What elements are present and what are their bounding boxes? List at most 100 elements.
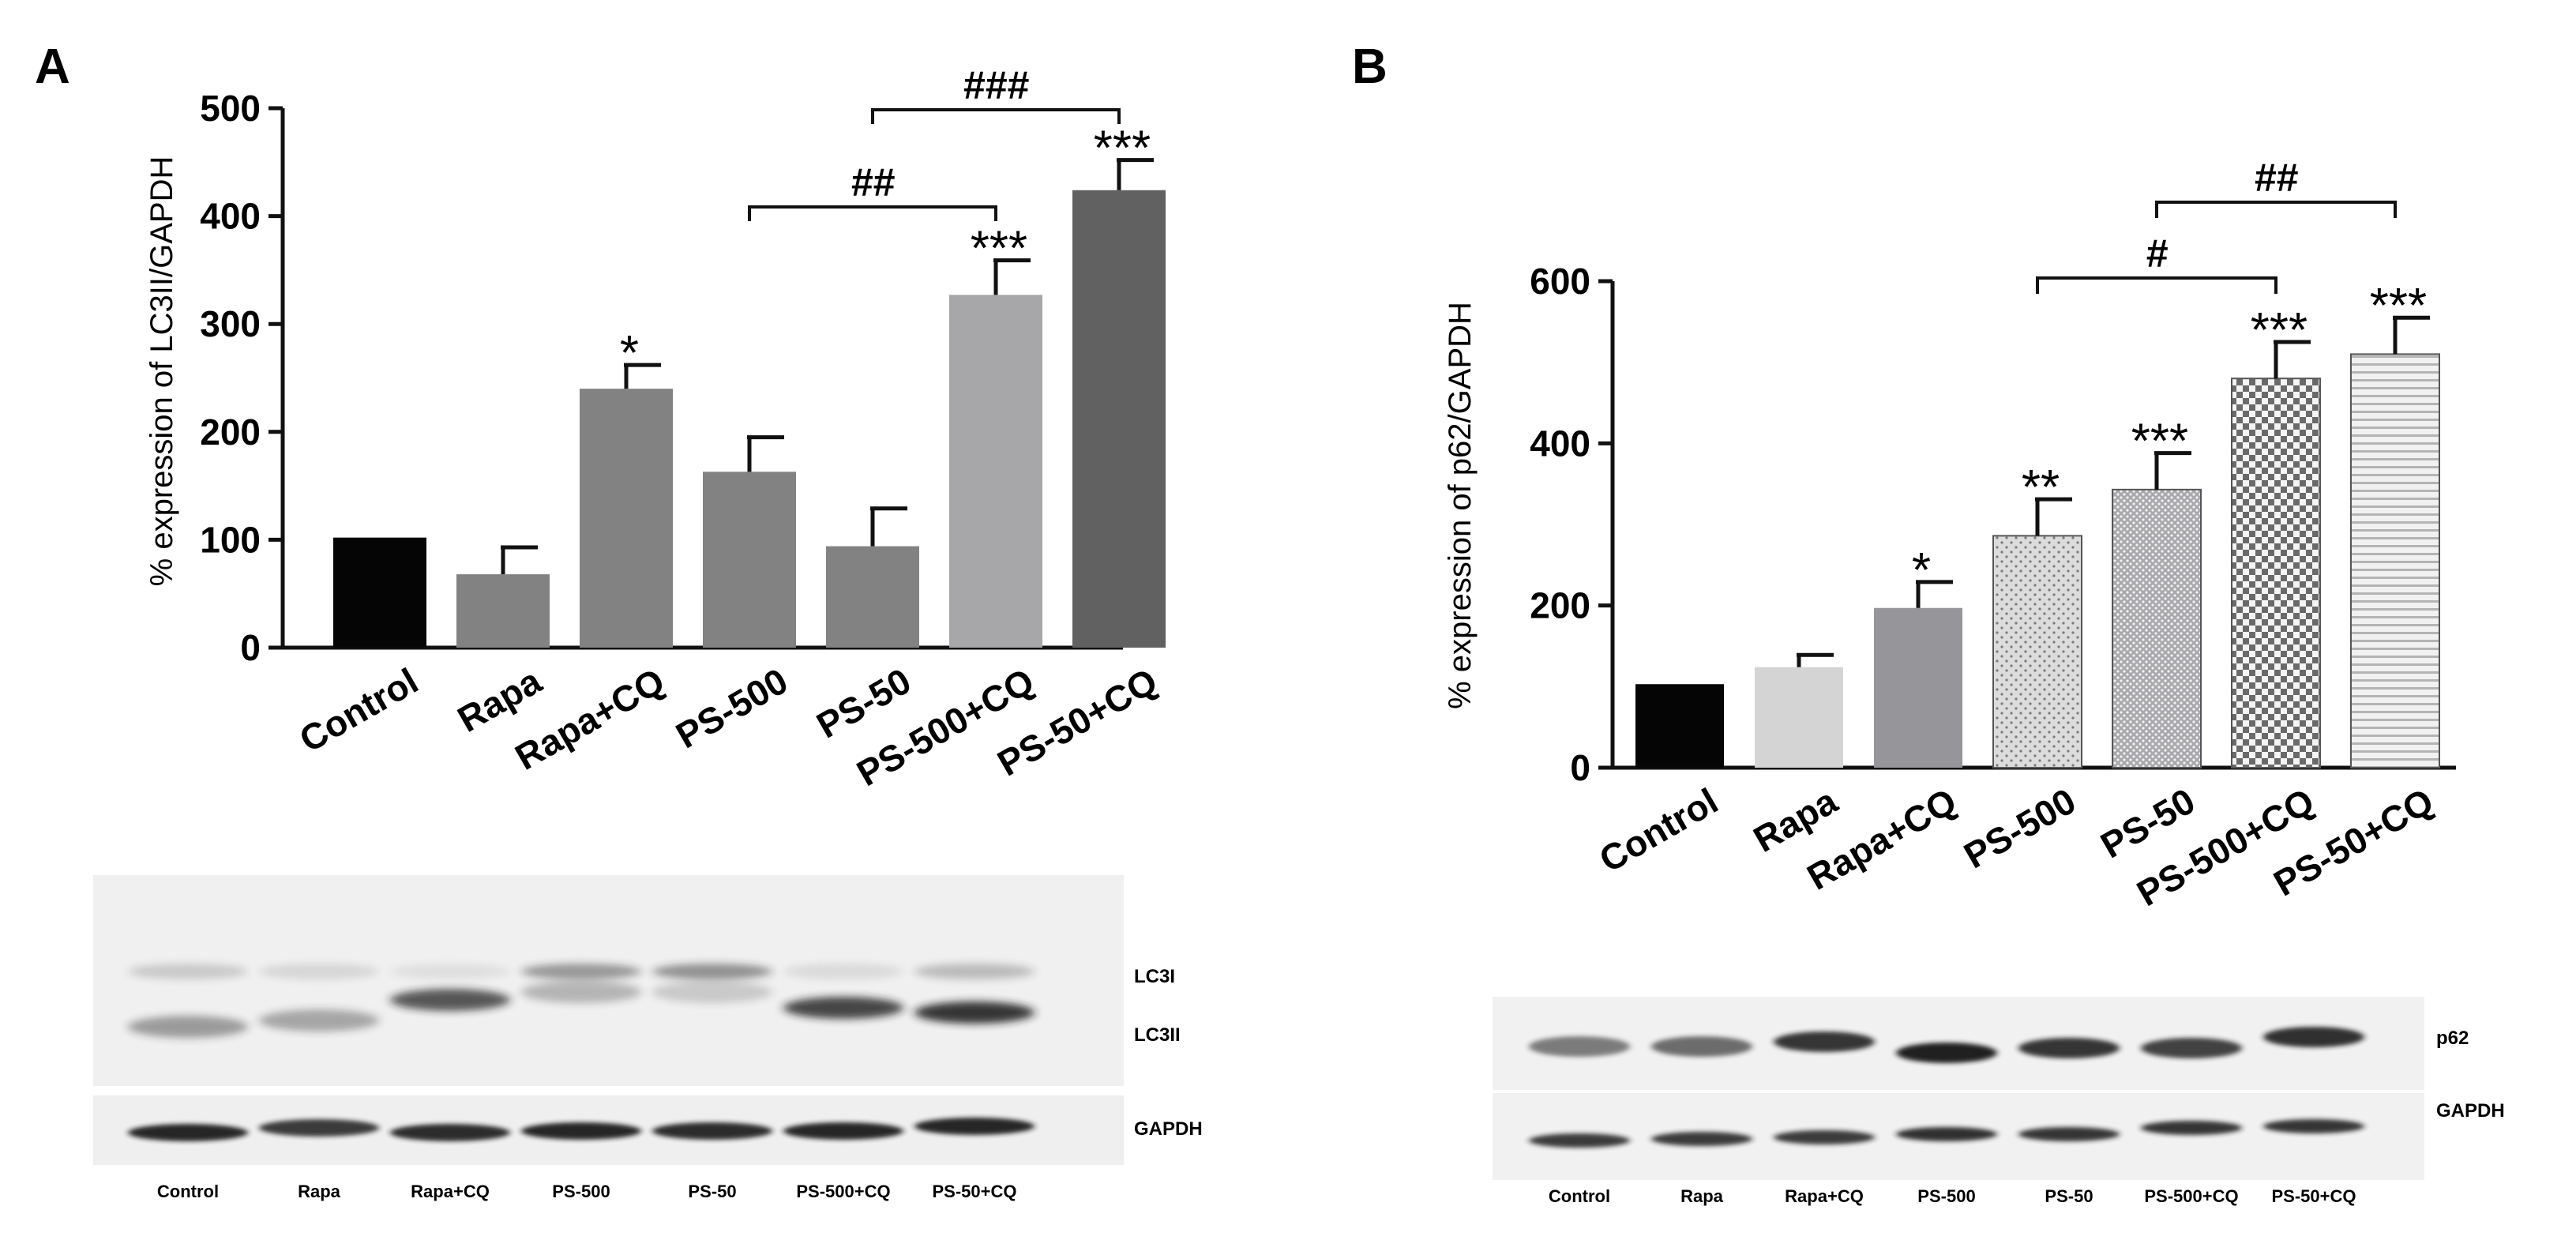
band-label-gapdh-a: GAPDH bbox=[1134, 1118, 1203, 1140]
blot-lane-label: PS-500+CQ bbox=[2144, 1186, 2238, 1206]
bar-control bbox=[1635, 684, 1724, 768]
blot-lane-label: Rapa bbox=[1680, 1186, 1724, 1206]
bar-ps-50-cq bbox=[2350, 353, 2440, 768]
band-lc3ii bbox=[128, 1016, 248, 1038]
band-p62 bbox=[2018, 1038, 2120, 1058]
blot-lane-label: PS-50 bbox=[688, 1182, 736, 1201]
y-tick-label: 500 bbox=[200, 88, 261, 129]
band-lc3i bbox=[783, 964, 903, 979]
band-gapdh bbox=[259, 1119, 379, 1137]
band-p62 bbox=[1651, 1036, 1752, 1057]
comparison-marker: ## bbox=[851, 160, 895, 205]
band-label-lc3ii: LC3II bbox=[1134, 1024, 1181, 1046]
band-gapdh bbox=[652, 1122, 772, 1140]
blot-lane-label: PS-50+CQ bbox=[2272, 1186, 2356, 1206]
band-gapdh bbox=[128, 1124, 248, 1141]
bar-ps-500-cq bbox=[2231, 378, 2321, 768]
significance-stars: *** bbox=[2370, 279, 2427, 333]
band-gapdh bbox=[914, 1118, 1035, 1135]
y-axis-label-b: % expression of p62/GAPDH bbox=[1443, 302, 1478, 709]
bar-ps-500 bbox=[1992, 535, 2082, 769]
bar-ps-500-cq bbox=[949, 295, 1042, 648]
band-lc3i bbox=[652, 964, 772, 979]
significance-stars: *** bbox=[1094, 122, 1151, 176]
x-tick-label: Control bbox=[1592, 780, 1725, 881]
band-lc3i bbox=[259, 964, 379, 979]
band-lc3ii bbox=[914, 1001, 1035, 1024]
significance-stars: *** bbox=[971, 222, 1027, 276]
significance-stars: *** bbox=[2131, 415, 2188, 469]
band-lc3i bbox=[128, 964, 248, 979]
band-gapdh bbox=[390, 1124, 510, 1141]
y-tick-label: 0 bbox=[240, 627, 261, 668]
y-tick-label: 200 bbox=[1530, 585, 1590, 626]
band-gapdh bbox=[783, 1122, 903, 1140]
band-p62 bbox=[2141, 1038, 2242, 1058]
significance-stars: *** bbox=[2251, 303, 2308, 358]
chart-panel-a: % expression of LC3II/GAPDH 0 100 200 300 40… bbox=[145, 63, 1166, 794]
band-gapdh bbox=[1529, 1133, 1630, 1148]
band-gapdh bbox=[2263, 1119, 2364, 1133]
blot-lane-label: PS-500 bbox=[1917, 1186, 1975, 1206]
comparison-marker: ## bbox=[2254, 156, 2298, 200]
comparison-bracket bbox=[871, 108, 1121, 124]
band-lc3ii bbox=[390, 989, 510, 1011]
x-tick-label: PS-500 bbox=[1957, 780, 2082, 877]
y-tick-label: 600 bbox=[1530, 261, 1590, 302]
band-p62 bbox=[1529, 1036, 1630, 1057]
y-tick-label: 400 bbox=[200, 196, 261, 237]
band-lc3ii bbox=[259, 1009, 379, 1031]
blot-lane-label: PS-50 bbox=[2045, 1186, 2093, 1206]
y-axis-label-a: % expression of LC3II/GAPDH bbox=[145, 156, 179, 587]
band-p62 bbox=[1774, 1031, 1875, 1052]
band-p62 bbox=[2263, 1027, 2364, 1047]
band-gapdh bbox=[1651, 1132, 1752, 1146]
panel-letter-a: A bbox=[35, 39, 70, 94]
band-gapdh bbox=[521, 1122, 641, 1140]
comparison-bracket bbox=[2155, 201, 2397, 218]
blot-lane-label: Control bbox=[157, 1182, 219, 1201]
band-gapdh bbox=[1896, 1127, 1997, 1141]
bar-rapa-cq bbox=[1874, 607, 1962, 768]
bar-ps-50-cq bbox=[1072, 190, 1166, 648]
x-tick-label: Control bbox=[292, 660, 425, 761]
x-tick-label: PS-500 bbox=[669, 660, 794, 757]
significance-stars: ** bbox=[2022, 460, 2060, 515]
bar-ps-50 bbox=[826, 546, 919, 648]
western-blot-a: LC3I LC3II GAPDH Control Rapa Rapa+CQ PS-50… bbox=[93, 875, 1203, 1201]
western-blot-b: p62 GAPDH Control Rapa Rapa+CQ PS-500 PS-50 P… bbox=[1493, 997, 2505, 1206]
comparison-marker: # bbox=[2146, 231, 2168, 276]
band-lc3ii bbox=[783, 997, 903, 1019]
y-tick-label: 300 bbox=[200, 303, 261, 344]
blot-lane-label: Rapa+CQ bbox=[411, 1182, 490, 1201]
band-lc3ii bbox=[652, 981, 772, 1003]
blot-lane-label: PS-500 bbox=[552, 1182, 610, 1201]
y-tick-label: 400 bbox=[1530, 423, 1590, 464]
band-label-gapdh-b: GAPDH bbox=[2436, 1100, 2505, 1122]
band-lc3ii bbox=[521, 981, 641, 1003]
blot-lane-label: PS-50+CQ bbox=[933, 1182, 1017, 1201]
bar-rapa bbox=[456, 574, 550, 648]
comparison-bracket bbox=[2036, 276, 2277, 294]
comparison-bracket bbox=[748, 205, 997, 221]
band-label-p62: p62 bbox=[2436, 1028, 2469, 1049]
blot-lane-label: Rapa bbox=[298, 1182, 341, 1201]
y-tick-label: 100 bbox=[200, 519, 261, 560]
panel-letter-b: B bbox=[1352, 39, 1388, 94]
significance-stars: * bbox=[620, 326, 639, 381]
blot-lane-label: Control bbox=[1549, 1186, 1610, 1206]
y-tick-label: 0 bbox=[1570, 747, 1590, 788]
blot-lane-label: PS-500+CQ bbox=[796, 1182, 890, 1201]
band-label-lc3i: LC3I bbox=[1134, 966, 1175, 987]
bar-control bbox=[333, 537, 426, 648]
y-tick-label: 200 bbox=[200, 411, 261, 453]
band-gapdh bbox=[2141, 1121, 2242, 1135]
band-lc3i bbox=[390, 964, 510, 979]
bar-ps-500 bbox=[703, 472, 796, 648]
band-lc3i bbox=[521, 964, 641, 979]
band-lc3i bbox=[914, 964, 1035, 979]
chart-panel-b: % expression of p62/GAPDH 0 200 400 600 Cont… bbox=[1443, 156, 2456, 914]
band-p62 bbox=[1896, 1043, 1997, 1063]
significance-stars: * bbox=[1912, 543, 1931, 598]
